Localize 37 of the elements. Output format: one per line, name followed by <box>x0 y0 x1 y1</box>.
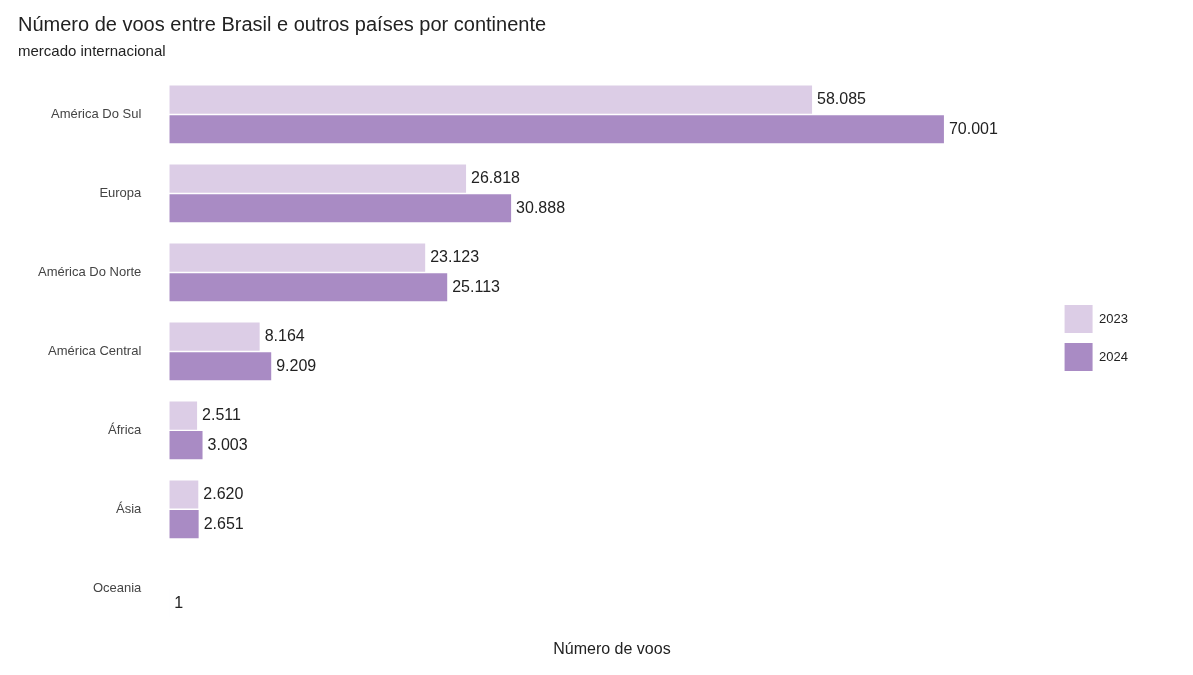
data-label: 23.123 <box>430 248 480 266</box>
y-tick-label: Ásia <box>116 500 143 516</box>
legend-label: 2023 <box>1099 310 1128 326</box>
data-label: 9.209 <box>276 356 317 374</box>
data-label: 2.511 <box>202 405 242 423</box>
legend-label: 2024 <box>1099 348 1128 364</box>
bar <box>169 352 272 381</box>
bar <box>169 401 198 430</box>
data-label: 70.001 <box>948 119 998 137</box>
chart-subtitle: mercado internacional <box>18 42 166 60</box>
data-label: 2.620 <box>203 484 244 502</box>
data-label: 1 <box>174 593 184 611</box>
data-label: 58.085 <box>817 90 867 108</box>
y-tick-label: América Do Sul <box>51 106 142 122</box>
chart-title: Número de voos entre Brasil e outros países por continente <box>18 12 547 35</box>
data-label: 3.003 <box>207 435 248 453</box>
bar <box>169 243 426 272</box>
bar <box>169 322 260 351</box>
data-label: 26.818 <box>471 169 521 187</box>
bar <box>169 431 203 460</box>
bar <box>169 85 813 114</box>
data-label: 25.113 <box>452 277 501 295</box>
y-tick-label: Oceania <box>92 579 143 595</box>
bar <box>169 273 448 302</box>
bar <box>169 480 199 509</box>
y-tick-label: América Central <box>48 342 142 358</box>
data-label: 30.888 <box>516 198 566 216</box>
bar <box>169 510 199 539</box>
x-axis-title: Número de voos <box>553 639 671 657</box>
bar <box>169 115 944 144</box>
y-tick-label: Europa <box>99 185 143 201</box>
data-label: 8.164 <box>264 327 305 344</box>
bar <box>169 194 512 223</box>
data-label: 2.651 <box>203 514 244 532</box>
y-tick-label: África <box>108 421 143 437</box>
bar <box>169 164 467 193</box>
y-tick-label: América Do Norte <box>38 264 142 280</box>
